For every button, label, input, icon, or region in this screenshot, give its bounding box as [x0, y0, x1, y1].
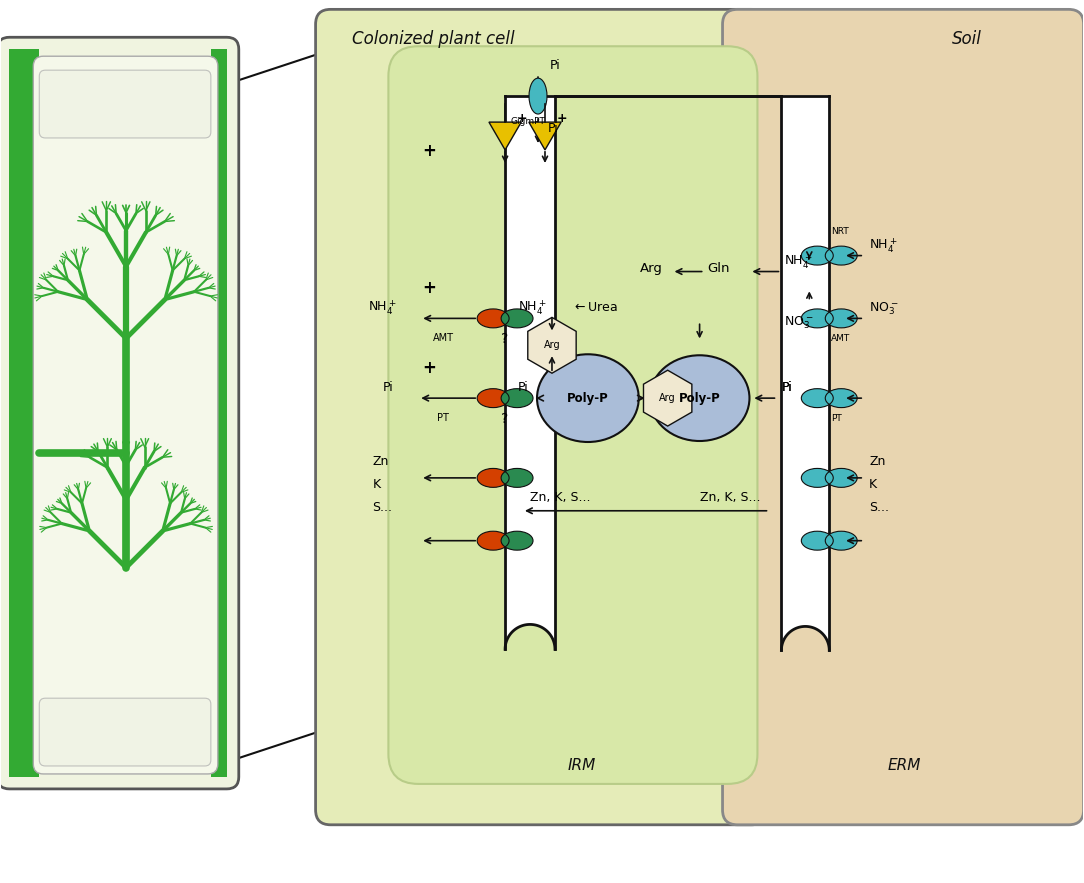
- Text: Arg: Arg: [659, 393, 676, 404]
- Ellipse shape: [801, 389, 834, 408]
- Text: +: +: [423, 279, 436, 298]
- Text: +: +: [517, 112, 528, 125]
- Text: NRT: NRT: [831, 227, 849, 236]
- Bar: [211, 49, 227, 777]
- Ellipse shape: [825, 389, 857, 408]
- Text: Pi: Pi: [518, 381, 529, 394]
- Text: Arg: Arg: [640, 261, 662, 275]
- Text: Arg: Arg: [544, 340, 560, 351]
- Text: Zn, K, S...: Zn, K, S...: [530, 491, 591, 504]
- Ellipse shape: [825, 532, 857, 550]
- Text: AMT: AMT: [831, 335, 851, 343]
- Ellipse shape: [501, 532, 533, 550]
- Ellipse shape: [501, 468, 533, 487]
- Text: NO$_3^-$: NO$_3^-$: [785, 314, 814, 331]
- Polygon shape: [529, 122, 562, 150]
- FancyBboxPatch shape: [39, 70, 211, 138]
- Text: Gln: Gln: [708, 261, 731, 275]
- FancyBboxPatch shape: [39, 698, 211, 766]
- Ellipse shape: [477, 468, 509, 487]
- Ellipse shape: [501, 309, 533, 328]
- Text: PT: PT: [437, 413, 449, 423]
- Text: +: +: [423, 142, 436, 160]
- Ellipse shape: [801, 309, 834, 328]
- Text: Poly-P: Poly-P: [567, 392, 609, 404]
- Polygon shape: [489, 122, 521, 150]
- Bar: [10, 49, 39, 777]
- FancyBboxPatch shape: [315, 10, 766, 825]
- Ellipse shape: [537, 354, 638, 442]
- Text: NH$_4^+$: NH$_4^+$: [518, 298, 546, 317]
- Text: +: +: [423, 359, 436, 377]
- FancyBboxPatch shape: [723, 10, 1084, 825]
- Text: Zn: Zn: [869, 455, 886, 468]
- Text: ?: ?: [502, 332, 508, 346]
- Ellipse shape: [649, 355, 749, 441]
- Text: Poly-P: Poly-P: [679, 392, 721, 404]
- Polygon shape: [528, 317, 577, 374]
- Text: Zn: Zn: [373, 455, 389, 468]
- Text: NH$_4^+$: NH$_4^+$: [869, 236, 898, 254]
- Text: NO$_3^-$: NO$_3^-$: [869, 300, 899, 317]
- Polygon shape: [644, 370, 692, 426]
- Text: GigmPT: GigmPT: [511, 117, 545, 126]
- Text: $\leftarrow$Urea: $\leftarrow$Urea: [572, 301, 618, 314]
- Text: K: K: [869, 478, 877, 491]
- Ellipse shape: [477, 532, 509, 550]
- Text: AMT: AMT: [433, 333, 454, 343]
- Ellipse shape: [825, 309, 857, 328]
- Text: NH$_4^+$: NH$_4^+$: [369, 298, 397, 317]
- Text: S...: S...: [373, 501, 392, 514]
- Text: Pi: Pi: [782, 381, 792, 394]
- Text: IRM: IRM: [568, 758, 596, 773]
- Text: Colonized plant cell: Colonized plant cell: [352, 30, 515, 49]
- Ellipse shape: [801, 468, 834, 487]
- Ellipse shape: [801, 246, 834, 265]
- Text: +: +: [557, 112, 568, 125]
- Ellipse shape: [477, 309, 509, 328]
- Ellipse shape: [801, 532, 834, 550]
- Text: Pi: Pi: [550, 59, 560, 72]
- Text: Pi: Pi: [383, 381, 393, 394]
- Text: S...: S...: [869, 501, 889, 514]
- FancyBboxPatch shape: [0, 37, 238, 789]
- Text: Pi: Pi: [549, 122, 558, 135]
- Text: NH$_4^+$: NH$_4^+$: [785, 253, 813, 271]
- Ellipse shape: [825, 468, 857, 487]
- Ellipse shape: [477, 389, 509, 408]
- Text: PT: PT: [831, 414, 842, 423]
- FancyBboxPatch shape: [388, 46, 758, 784]
- Ellipse shape: [501, 389, 533, 408]
- Ellipse shape: [529, 79, 547, 114]
- Text: Zn, K, S...: Zn, K, S...: [699, 491, 760, 504]
- Polygon shape: [782, 96, 829, 651]
- Text: ?: ?: [502, 412, 508, 426]
- Text: Soil: Soil: [952, 30, 982, 49]
- Polygon shape: [505, 96, 555, 649]
- Text: K: K: [373, 478, 380, 491]
- FancyBboxPatch shape: [34, 57, 218, 774]
- Text: ERM: ERM: [888, 758, 920, 773]
- Text: Pi: Pi: [782, 381, 792, 394]
- Ellipse shape: [825, 246, 857, 265]
